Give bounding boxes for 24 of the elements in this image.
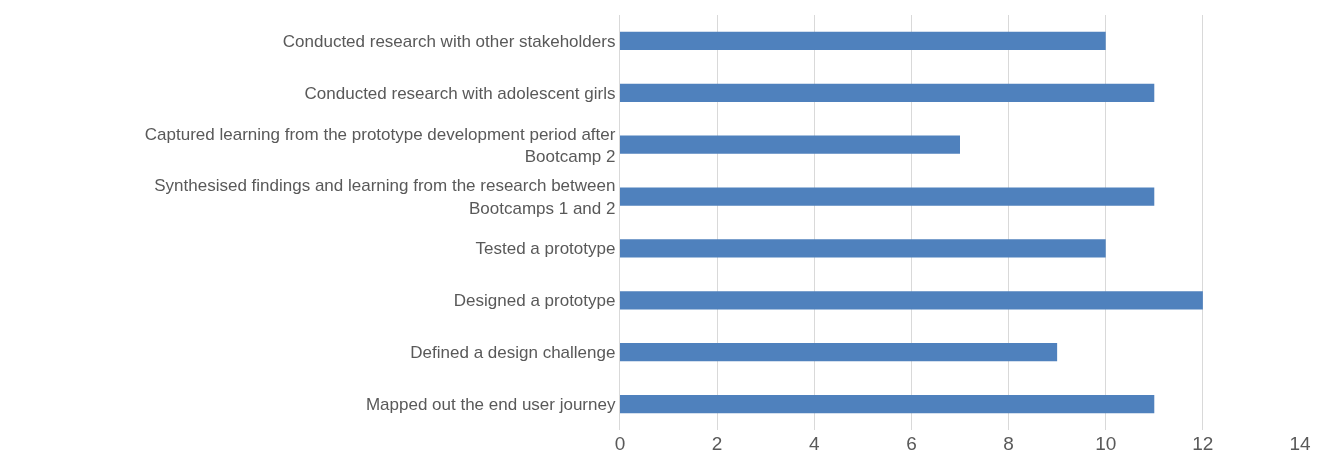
x-tick-label: 4 [809, 433, 820, 454]
y-tick-label: Defined a design challenge [410, 343, 616, 363]
y-tick-label: Designed a prototype [453, 291, 616, 311]
x-tick-label: 0 [614, 433, 626, 454]
bar [620, 291, 1203, 310]
x-tick-label: 14 [1289, 433, 1311, 454]
x-tick-label: 12 [1192, 433, 1214, 454]
y-tick-label: Conducted research with other stakeholders [282, 31, 616, 51]
bar [620, 394, 1155, 414]
y-tick-label: Synthesised findings and learning from the research between Bootcamps 1 and 2 [154, 176, 616, 218]
bar [620, 187, 1155, 206]
bar [620, 135, 960, 154]
bar [620, 343, 1058, 362]
x-tick-label: 2 [711, 433, 723, 454]
y-tick-label: Tested a prototype [475, 239, 616, 259]
x-tick-label: 8 [1003, 433, 1014, 454]
bar [620, 31, 1106, 51]
x-tick-label: 10 [1095, 433, 1117, 454]
bar [620, 83, 1155, 102]
y-tick-label: Conducted research with adolescent girls [304, 83, 616, 103]
x-tick-label: 6 [906, 433, 917, 454]
bar [620, 239, 1106, 258]
y-tick-label: Mapped out the end user journey [365, 395, 616, 415]
y-tick-label: Captured learning from the prototype development period after Bootcamp 2 [144, 124, 616, 166]
